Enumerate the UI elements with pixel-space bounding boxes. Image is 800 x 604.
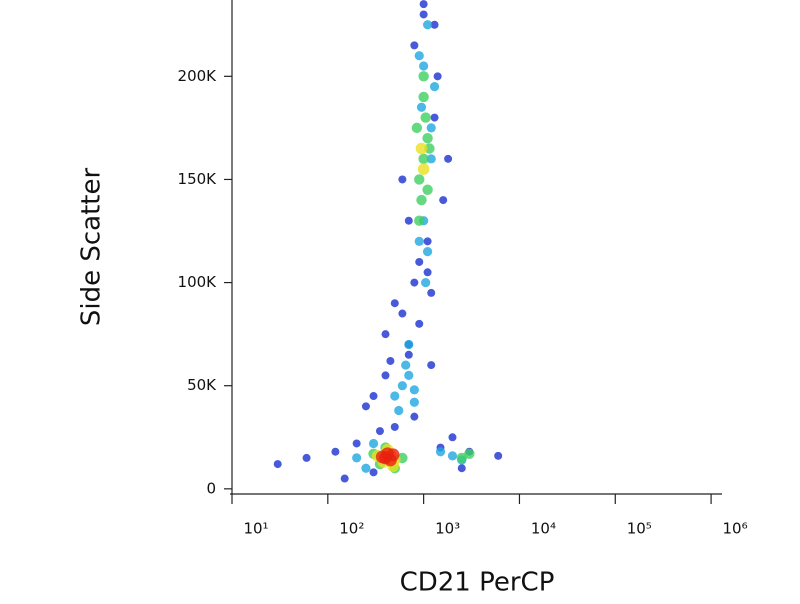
y-tick-label: 200K <box>178 67 218 85</box>
point <box>375 427 384 436</box>
point <box>429 82 440 92</box>
point <box>352 453 362 463</box>
point <box>404 370 414 380</box>
point <box>397 381 407 391</box>
point <box>422 20 433 30</box>
point <box>368 438 379 449</box>
point <box>409 397 419 407</box>
point <box>430 20 439 29</box>
point <box>410 41 419 50</box>
point <box>421 277 431 288</box>
y-tick-label: 50K <box>187 376 217 394</box>
point <box>427 288 436 297</box>
point <box>398 175 407 184</box>
point <box>352 439 361 448</box>
point <box>361 463 371 473</box>
point <box>427 361 436 370</box>
point <box>390 299 399 308</box>
point <box>410 278 419 287</box>
point <box>444 154 453 163</box>
x-tick-label: 10¹ <box>243 520 268 538</box>
point <box>361 402 370 411</box>
x-tick-label: 10⁴ <box>531 520 556 538</box>
y-tick-label: 0 <box>206 479 216 497</box>
point <box>390 391 400 401</box>
point <box>404 216 413 225</box>
point <box>457 464 466 473</box>
point <box>273 460 282 469</box>
point <box>401 360 411 370</box>
point <box>433 72 442 81</box>
point <box>414 174 425 185</box>
point <box>419 0 428 9</box>
point <box>424 143 435 154</box>
point <box>420 112 431 123</box>
point <box>340 474 349 483</box>
point <box>419 10 428 19</box>
point <box>404 339 414 350</box>
point <box>386 356 395 365</box>
point <box>494 451 503 460</box>
point <box>419 61 429 71</box>
point <box>390 422 399 431</box>
point <box>415 257 424 266</box>
point <box>386 448 400 462</box>
point <box>422 247 433 257</box>
point <box>422 132 433 144</box>
point <box>422 184 433 195</box>
point <box>456 452 467 464</box>
x-tick-label: 10³ <box>435 520 460 538</box>
point <box>331 447 340 456</box>
x-tick-label: 10² <box>339 520 364 538</box>
point <box>381 330 390 339</box>
point <box>411 122 423 134</box>
point <box>381 371 390 380</box>
point <box>430 113 439 122</box>
x-tick-label: 10⁵ <box>627 520 652 538</box>
point <box>394 405 404 416</box>
point <box>302 453 311 462</box>
point <box>415 319 424 328</box>
y-tick-label: 100K <box>178 273 218 291</box>
point <box>404 350 413 359</box>
point <box>415 142 428 155</box>
point <box>435 447 446 457</box>
point <box>416 194 427 206</box>
point <box>417 163 430 175</box>
point <box>369 468 378 477</box>
point <box>398 309 407 318</box>
x-axis-label: CD21 PerCP <box>400 568 555 598</box>
point <box>418 91 429 103</box>
point <box>447 451 458 461</box>
point <box>464 448 475 459</box>
point <box>423 237 432 246</box>
point <box>418 153 429 165</box>
point <box>416 102 427 112</box>
point <box>414 51 424 61</box>
point <box>418 71 429 82</box>
point <box>375 450 389 464</box>
point <box>426 123 436 133</box>
point <box>409 385 419 395</box>
point <box>414 215 425 226</box>
point <box>414 236 424 246</box>
point <box>369 392 378 401</box>
point <box>439 196 448 205</box>
point <box>423 268 432 277</box>
point <box>410 412 419 421</box>
point <box>426 154 436 164</box>
y-axis-label: Side Scatter <box>77 168 107 327</box>
y-tick-label: 150K <box>178 170 218 188</box>
point <box>448 433 457 442</box>
x-tick-label: 10⁶ <box>723 520 748 538</box>
